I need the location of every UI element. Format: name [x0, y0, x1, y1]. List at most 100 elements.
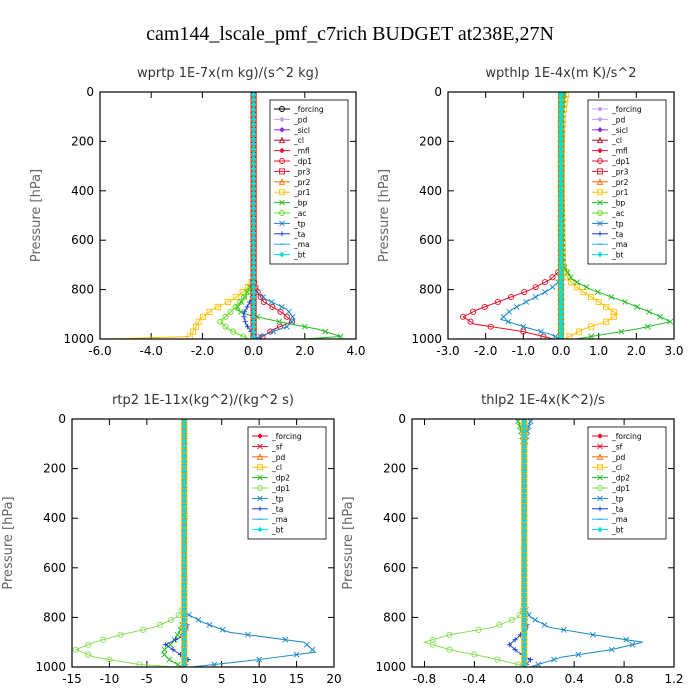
- x-tick-label: 0.8: [615, 672, 634, 686]
- series-point_tp: [527, 419, 534, 425]
- y-tick-label: 600: [71, 233, 94, 247]
- legend-label: _ta: [271, 505, 283, 514]
- legend-label: _forcing: [611, 105, 642, 114]
- series-point_ta: [170, 647, 176, 653]
- y-tick-label: 0: [434, 85, 442, 99]
- series-point_dp1: [100, 636, 107, 643]
- series-point_tp: [303, 641, 310, 648]
- legend-swatch-marker: [597, 464, 603, 471]
- legend-label: _sicl: [611, 126, 628, 135]
- x-tick-label: 0.0: [244, 344, 263, 358]
- series-point_pr1: [603, 303, 610, 310]
- series-point_tp: [282, 636, 289, 643]
- legend-swatch-marker: [596, 136, 604, 144]
- legend-label: _cl: [611, 463, 622, 472]
- series-point_dp1: [467, 318, 474, 325]
- x-tick-label: -5: [141, 672, 153, 686]
- legend-label: _pr2: [611, 178, 629, 187]
- legend-swatch-marker: [279, 106, 285, 112]
- legend-swatch-marker: [596, 453, 604, 460]
- x-tick-label: 0.0: [515, 672, 534, 686]
- series-point_dp1: [140, 626, 147, 633]
- legend-label: _ta: [611, 230, 623, 239]
- series-point_tp: [589, 631, 596, 638]
- series-point_tp: [552, 333, 559, 339]
- legend-swatch-marker: [596, 178, 604, 185]
- y-tick-label: 800: [71, 283, 94, 297]
- series-point_dp1: [117, 631, 124, 638]
- series-point_tp: [629, 641, 636, 648]
- series-point_dp1: [156, 621, 164, 628]
- panel-title: wpthlp 1E-4x(m K)/s^2: [485, 66, 636, 81]
- series-point_tp: [244, 631, 251, 638]
- series-point_tp: [257, 333, 263, 339]
- legend-swatch-marker: [597, 210, 603, 216]
- y-tick-label: 0: [58, 412, 66, 426]
- series-point_ta: [162, 642, 169, 648]
- legend-swatch-marker: [257, 506, 263, 512]
- plot-area: [422, 419, 643, 667]
- series-point_bp: [567, 274, 574, 281]
- legend-label: _ta: [293, 230, 305, 239]
- legend-swatch-marker: [597, 433, 603, 439]
- plot-area: [72, 419, 317, 667]
- series-point_tp: [541, 621, 548, 628]
- legend-swatch-marker: [597, 106, 603, 112]
- y-axis-label: Pressure [hPa]: [377, 169, 392, 262]
- y-tick-label: 600: [383, 561, 406, 575]
- legend-label: _dp1: [611, 484, 630, 493]
- legend-label: _forcing: [271, 432, 302, 441]
- series-point_tp: [253, 289, 260, 295]
- legend-label: _forcing: [293, 105, 324, 114]
- series-point_pr1: [566, 333, 573, 339]
- legend-label: _dp2: [611, 474, 630, 483]
- x-tick-label: 0.0: [551, 344, 570, 358]
- legend-label: _pr1: [611, 188, 629, 197]
- legend-label: _cl: [271, 463, 282, 472]
- chart-panel-4: thlp2 1E-4x(K^2)/s Pressure [hPa] 0 200 400 6…: [341, 393, 684, 686]
- series-point_dp2: [161, 646, 168, 653]
- series-point_dp1: [72, 646, 79, 653]
- legend-swatch-marker: [597, 158, 603, 164]
- series-point_ta: [242, 309, 248, 315]
- series-point_ac: [240, 333, 247, 339]
- x-tick-label: -3.0: [436, 344, 459, 358]
- legend-label: _forcing: [611, 432, 642, 441]
- legend-swatch-marker: [279, 231, 285, 237]
- series-point_pr1: [568, 279, 575, 286]
- legend-label: _dp1: [271, 484, 290, 493]
- legend-swatch-marker: [278, 178, 286, 185]
- legend-label: _tp: [611, 494, 624, 503]
- legend: _forcing_sf _pd_cl _dp2_dp1_tp _ta_ma _bt: [587, 426, 667, 540]
- legend-swatch-marker: [597, 495, 603, 502]
- series-point_tp: [505, 318, 512, 325]
- series-point_bp: [646, 308, 653, 315]
- series-point_dp1: [481, 303, 488, 310]
- x-tick-label: 20: [326, 672, 341, 686]
- y-tick-label: 1000: [35, 660, 66, 674]
- plot-frame: [99, 91, 357, 340]
- legend-label: _pr1: [293, 188, 311, 197]
- series-point_ta: [512, 647, 518, 653]
- legend-swatch-marker: [597, 168, 603, 175]
- series-point_pr1: [588, 323, 595, 330]
- legend-swatch-marker: [279, 158, 285, 164]
- series-point_tp: [560, 626, 567, 633]
- series-point_bp: [237, 308, 244, 315]
- x-tick-label: -2.0: [191, 344, 214, 358]
- legend-label: _pr2: [293, 178, 311, 187]
- legend-swatch-marker: [597, 506, 603, 512]
- series-point_tp: [506, 308, 513, 315]
- x-tick-label: 1.2: [664, 672, 683, 686]
- series-point_tp: [532, 294, 539, 300]
- legend-label: _tp: [271, 494, 284, 503]
- x-tick-label: -2.0: [474, 344, 497, 358]
- legend-swatch-marker: [597, 189, 603, 196]
- series-point_dp2: [166, 656, 173, 663]
- chart-panel-2: wpthlp 1E-4x(m K)/s^2 Pressure [hPa] 0 200 4…: [377, 66, 684, 358]
- series-point_bp: [657, 313, 664, 320]
- legend-swatch-marker: [279, 251, 285, 258]
- series-point_bp: [337, 333, 344, 339]
- series-point_dp2: [174, 631, 181, 638]
- plot-frame: [411, 418, 675, 668]
